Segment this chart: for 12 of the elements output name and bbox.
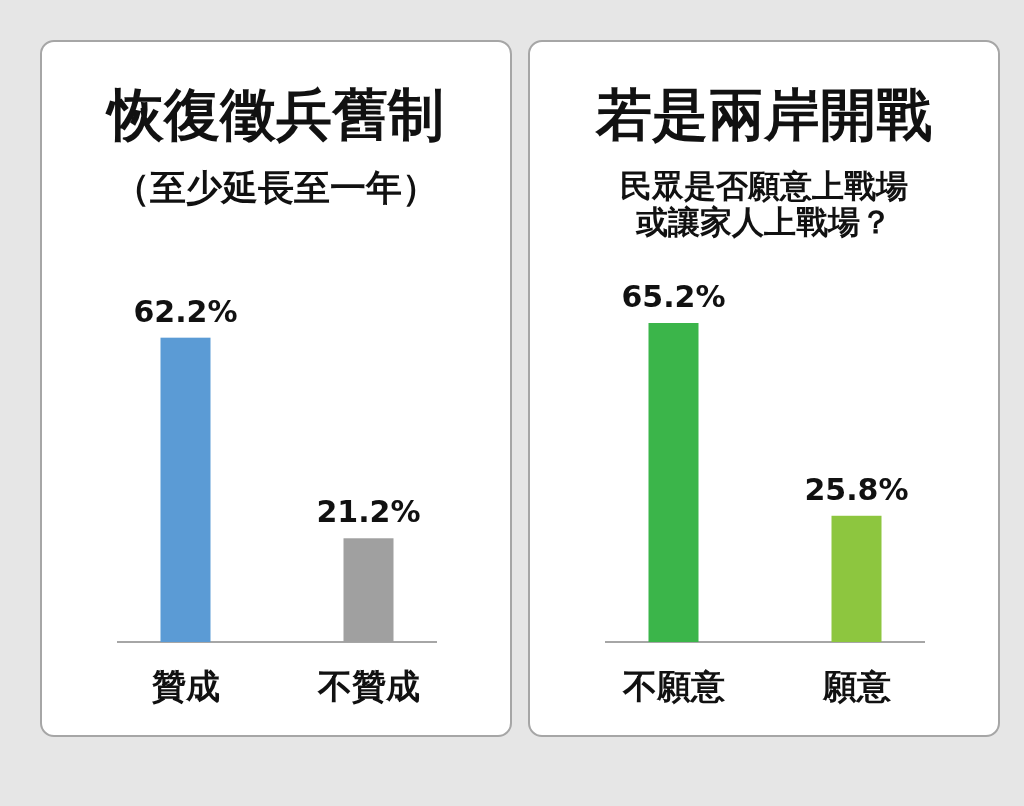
x-tick-label: 贊成 xyxy=(150,666,220,706)
data-label: 62.2% xyxy=(133,293,238,329)
chart-subtitle: 民眾是否願意上戰場或讓家人上戰場？ xyxy=(619,167,909,241)
data-label: 65.2% xyxy=(621,279,726,314)
chart-subtitle: （至少延長至一年） xyxy=(113,167,439,208)
chart-title: 恢復徵兵舊制 xyxy=(104,81,445,149)
chart-title: 若是兩岸開戰 xyxy=(594,81,933,149)
x-tick-label: 不贊成 xyxy=(316,666,420,706)
x-tick-label: 願意 xyxy=(821,666,891,706)
data-label: 21.2% xyxy=(316,494,421,530)
x-tick-label: 不願意 xyxy=(621,666,725,706)
data-label: 25.8% xyxy=(804,471,909,507)
